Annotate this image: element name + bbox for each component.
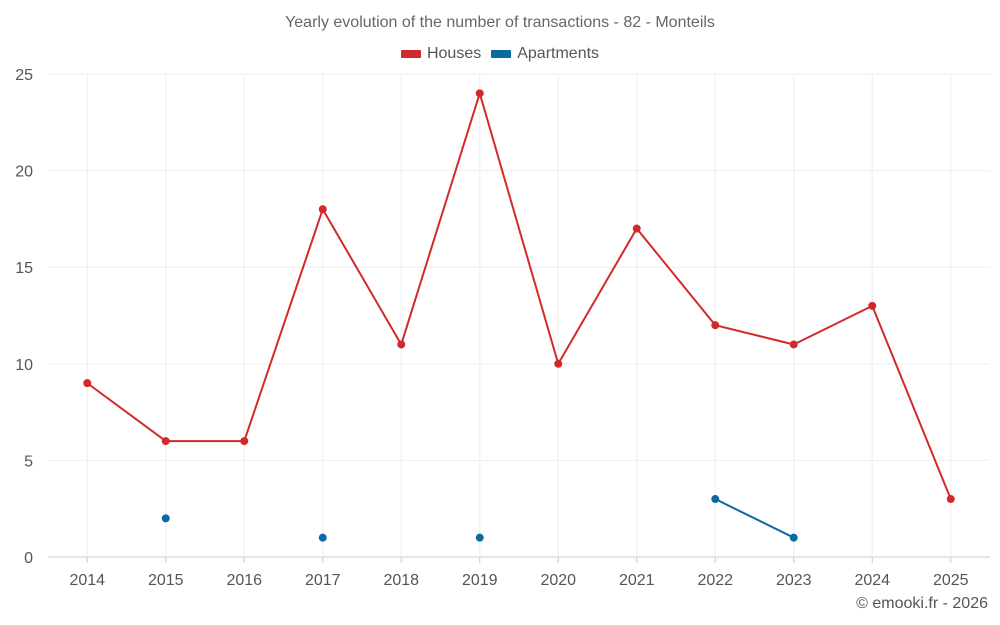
data-point-apartments[interactable]: Apartments 2023: 1 [789, 533, 798, 542]
y-tick-label: 25 [15, 67, 33, 84]
series-line-houses [86, 92, 952, 500]
data-point-apartments[interactable]: Apartments 2022: 3 [711, 495, 720, 504]
series-apartments: Apartments 2015: 2 Apartments 2017: 1 Apar… [161, 495, 798, 542]
data-point-houses[interactable]: Houses 2022: 12 [711, 321, 720, 330]
credit-text: © emooki.fr - 2026 [856, 595, 988, 612]
data-point-houses[interactable]: Houses 2015: 6 [161, 437, 170, 446]
data-point-houses[interactable]: Houses 2017: 18 [318, 205, 327, 214]
x-tick-label: 2014 [69, 572, 105, 589]
legend-swatch-apartments [491, 50, 512, 58]
x-tick-label: 2018 [383, 572, 419, 589]
x-tick-label: 2020 [540, 572, 576, 589]
y-tick-label: 10 [15, 357, 33, 374]
legend: Houses Apartments [0, 45, 1000, 63]
legend-label-houses: Houses [426, 45, 482, 62]
y-tick-label: 5 [24, 453, 33, 470]
data-point-apartments[interactable]: Apartments 2019: 1 [475, 533, 484, 542]
data-point-houses[interactable]: Houses 2019: 24 [475, 89, 484, 98]
data-point-houses[interactable]: Houses 2024: 13 [868, 301, 877, 310]
y-tick-label: 15 [15, 260, 33, 277]
data-point-houses[interactable]: Houses 2020: 10 [554, 359, 563, 368]
chart-title: Yearly evolution of the number of transa… [285, 14, 715, 31]
series-layer: Houses 2014: 9 Houses 2015: 6 Houses 2016:… [83, 89, 955, 542]
data-point-houses[interactable]: Houses 2025: 3 [946, 495, 955, 504]
series-line-apartments [714, 498, 795, 539]
data-point-apartments[interactable]: Apartments 2015: 2 [161, 514, 170, 523]
series-houses: Houses 2014: 9 Houses 2015: 6 Houses 2016:… [83, 89, 955, 504]
x-tick-label: 2017 [305, 572, 341, 589]
legend-swatch-houses [400, 50, 421, 58]
y-tick-label: 0 [24, 550, 33, 567]
data-point-houses[interactable]: Houses 2018: 11 [397, 340, 406, 349]
data-point-apartments[interactable]: Apartments 2017: 1 [318, 533, 327, 542]
x-tick-label: 2016 [226, 572, 262, 589]
legend-item-houses[interactable]: Houses [400, 45, 482, 63]
x-tick-label: 2022 [697, 572, 733, 589]
x-tick-label: 2025 [933, 572, 969, 589]
data-point-houses[interactable]: Houses 2021: 17 [632, 224, 641, 233]
x-tick-label: 2015 [148, 572, 184, 589]
legend-item-apartments[interactable]: Apartments [491, 45, 599, 63]
x-tick-label: 2021 [619, 572, 655, 589]
y-tick-label: 20 [15, 164, 33, 181]
legend-label-apartments: Apartments [517, 45, 600, 62]
data-point-houses[interactable]: Houses 2016: 6 [240, 437, 249, 446]
data-point-houses[interactable]: Houses 2014: 9 [83, 379, 92, 388]
x-tick-label: 2023 [776, 572, 812, 589]
x-tick-label: 2024 [854, 572, 890, 589]
data-point-houses[interactable]: Houses 2023: 11 [789, 340, 798, 349]
x-tick-label: 2019 [462, 572, 498, 589]
grid [48, 73, 990, 563]
